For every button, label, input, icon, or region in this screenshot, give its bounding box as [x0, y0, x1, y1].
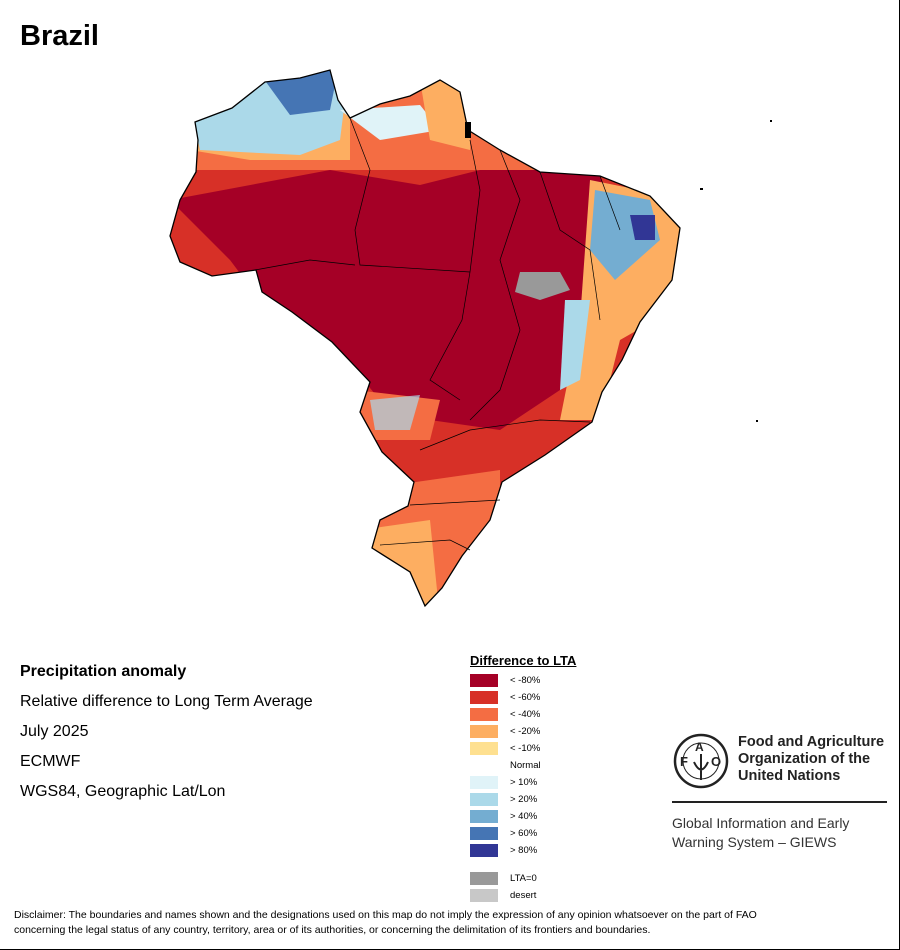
- legend-swatch: [470, 827, 498, 840]
- map-info: Precipitation anomaly Relative differenc…: [20, 657, 313, 807]
- legend-swatch: [470, 759, 498, 772]
- legend-swatch: [470, 708, 498, 721]
- legend-title: Difference to LTA: [470, 653, 577, 668]
- legend-swatch: [470, 889, 498, 902]
- legend-label: > 80%: [510, 845, 538, 856]
- legend-label: desert: [510, 890, 537, 901]
- disclaimer: Disclaimer: The boundaries and names sho…: [14, 908, 894, 938]
- giews-line1: Global Information and Early: [672, 815, 850, 831]
- region-north-normal: [340, 105, 440, 140]
- region-bahia-wet: [560, 300, 590, 390]
- legend-label: > 10%: [510, 777, 538, 788]
- legend-item: < -20%: [470, 723, 576, 740]
- info-source: ECMWF: [20, 753, 81, 770]
- legend-swatch: [470, 844, 498, 857]
- legend-swatch: [470, 776, 498, 789]
- region-northeast-wet: [590, 190, 660, 280]
- legend-label: > 40%: [510, 811, 538, 822]
- svg-text:A: A: [695, 740, 704, 754]
- legend-swatch: [470, 793, 498, 806]
- info-period: July 2025: [20, 723, 89, 740]
- legend-item: desert: [470, 887, 576, 904]
- region-80: [170, 160, 620, 430]
- svg-text:F: F: [680, 754, 688, 769]
- legend-label: < -20%: [510, 726, 541, 737]
- legend-item: < -80%: [470, 672, 576, 689]
- legend-swatch: [470, 810, 498, 823]
- svg-text:O: O: [711, 754, 721, 769]
- legend-item: < -40%: [470, 706, 576, 723]
- legend-label: LTA=0: [510, 873, 537, 884]
- giews-line2: Warning System – GIEWS: [672, 834, 837, 850]
- legend-item: < -10%: [470, 740, 576, 757]
- info-projection: WGS84, Geographic Lat/Lon: [20, 783, 226, 800]
- info-subtitle: Relative difference to Long Term Average: [20, 693, 313, 710]
- legend-label: < -60%: [510, 692, 541, 703]
- giews-name: Global Information and Early Warning Sys…: [672, 814, 849, 852]
- legend-swatch: [470, 674, 498, 687]
- legend-swatch: [470, 742, 498, 755]
- fao-name-line3: United Nations: [738, 768, 841, 784]
- legend-item: > 20%: [470, 791, 576, 808]
- legend-item: > 60%: [470, 825, 576, 842]
- region-rs: [360, 520, 440, 606]
- brazil-precipitation-map: [169, 69, 772, 607]
- legend-item: Normal: [470, 757, 576, 774]
- legend-label: < -80%: [510, 675, 541, 686]
- legend-label: > 60%: [510, 828, 538, 839]
- map-title: Brazil: [20, 20, 99, 52]
- fao-name-line2: Organization of the: [738, 751, 871, 767]
- legend-label: > 20%: [510, 794, 538, 805]
- state-boundaries: [254, 117, 621, 551]
- legend-item: > 40%: [470, 808, 576, 825]
- legend-swatch: [470, 872, 498, 885]
- fao-emblem-icon: F A O: [673, 733, 729, 789]
- region-ms-wet: [370, 395, 420, 430]
- fao-logo: F A O Food and Agriculture Organization …: [672, 732, 887, 850]
- legend-swatch: [470, 691, 498, 704]
- fao-name-line1: Food and Agriculture: [738, 734, 885, 750]
- legend-label: < -10%: [510, 743, 541, 754]
- logo-divider: [672, 801, 887, 803]
- disclaimer-line1: Disclaimer: The boundaries and names sho…: [14, 909, 757, 921]
- legend-label: < -40%: [510, 709, 541, 720]
- region-lta-zero: [515, 272, 570, 300]
- region-northeast-very-wet: [630, 215, 655, 240]
- legend-label: Normal: [510, 760, 541, 771]
- legend-item: LTA=0: [470, 870, 576, 887]
- info-heading: Precipitation anomaly: [20, 663, 187, 680]
- fao-name: Food and Agriculture Organization of the…: [738, 734, 884, 785]
- legend-item: < -60%: [470, 689, 576, 706]
- legend-swatch: [470, 725, 498, 738]
- legend-item: > 10%: [470, 774, 576, 791]
- islands: [465, 120, 772, 422]
- region-amapa: [420, 80, 470, 150]
- legend: Difference to LTA < -80% < -60% < -40% < -2…: [470, 653, 576, 904]
- legend-item: > 80%: [470, 842, 576, 859]
- disclaimer-line2: concerning the legal status of any count…: [14, 924, 651, 936]
